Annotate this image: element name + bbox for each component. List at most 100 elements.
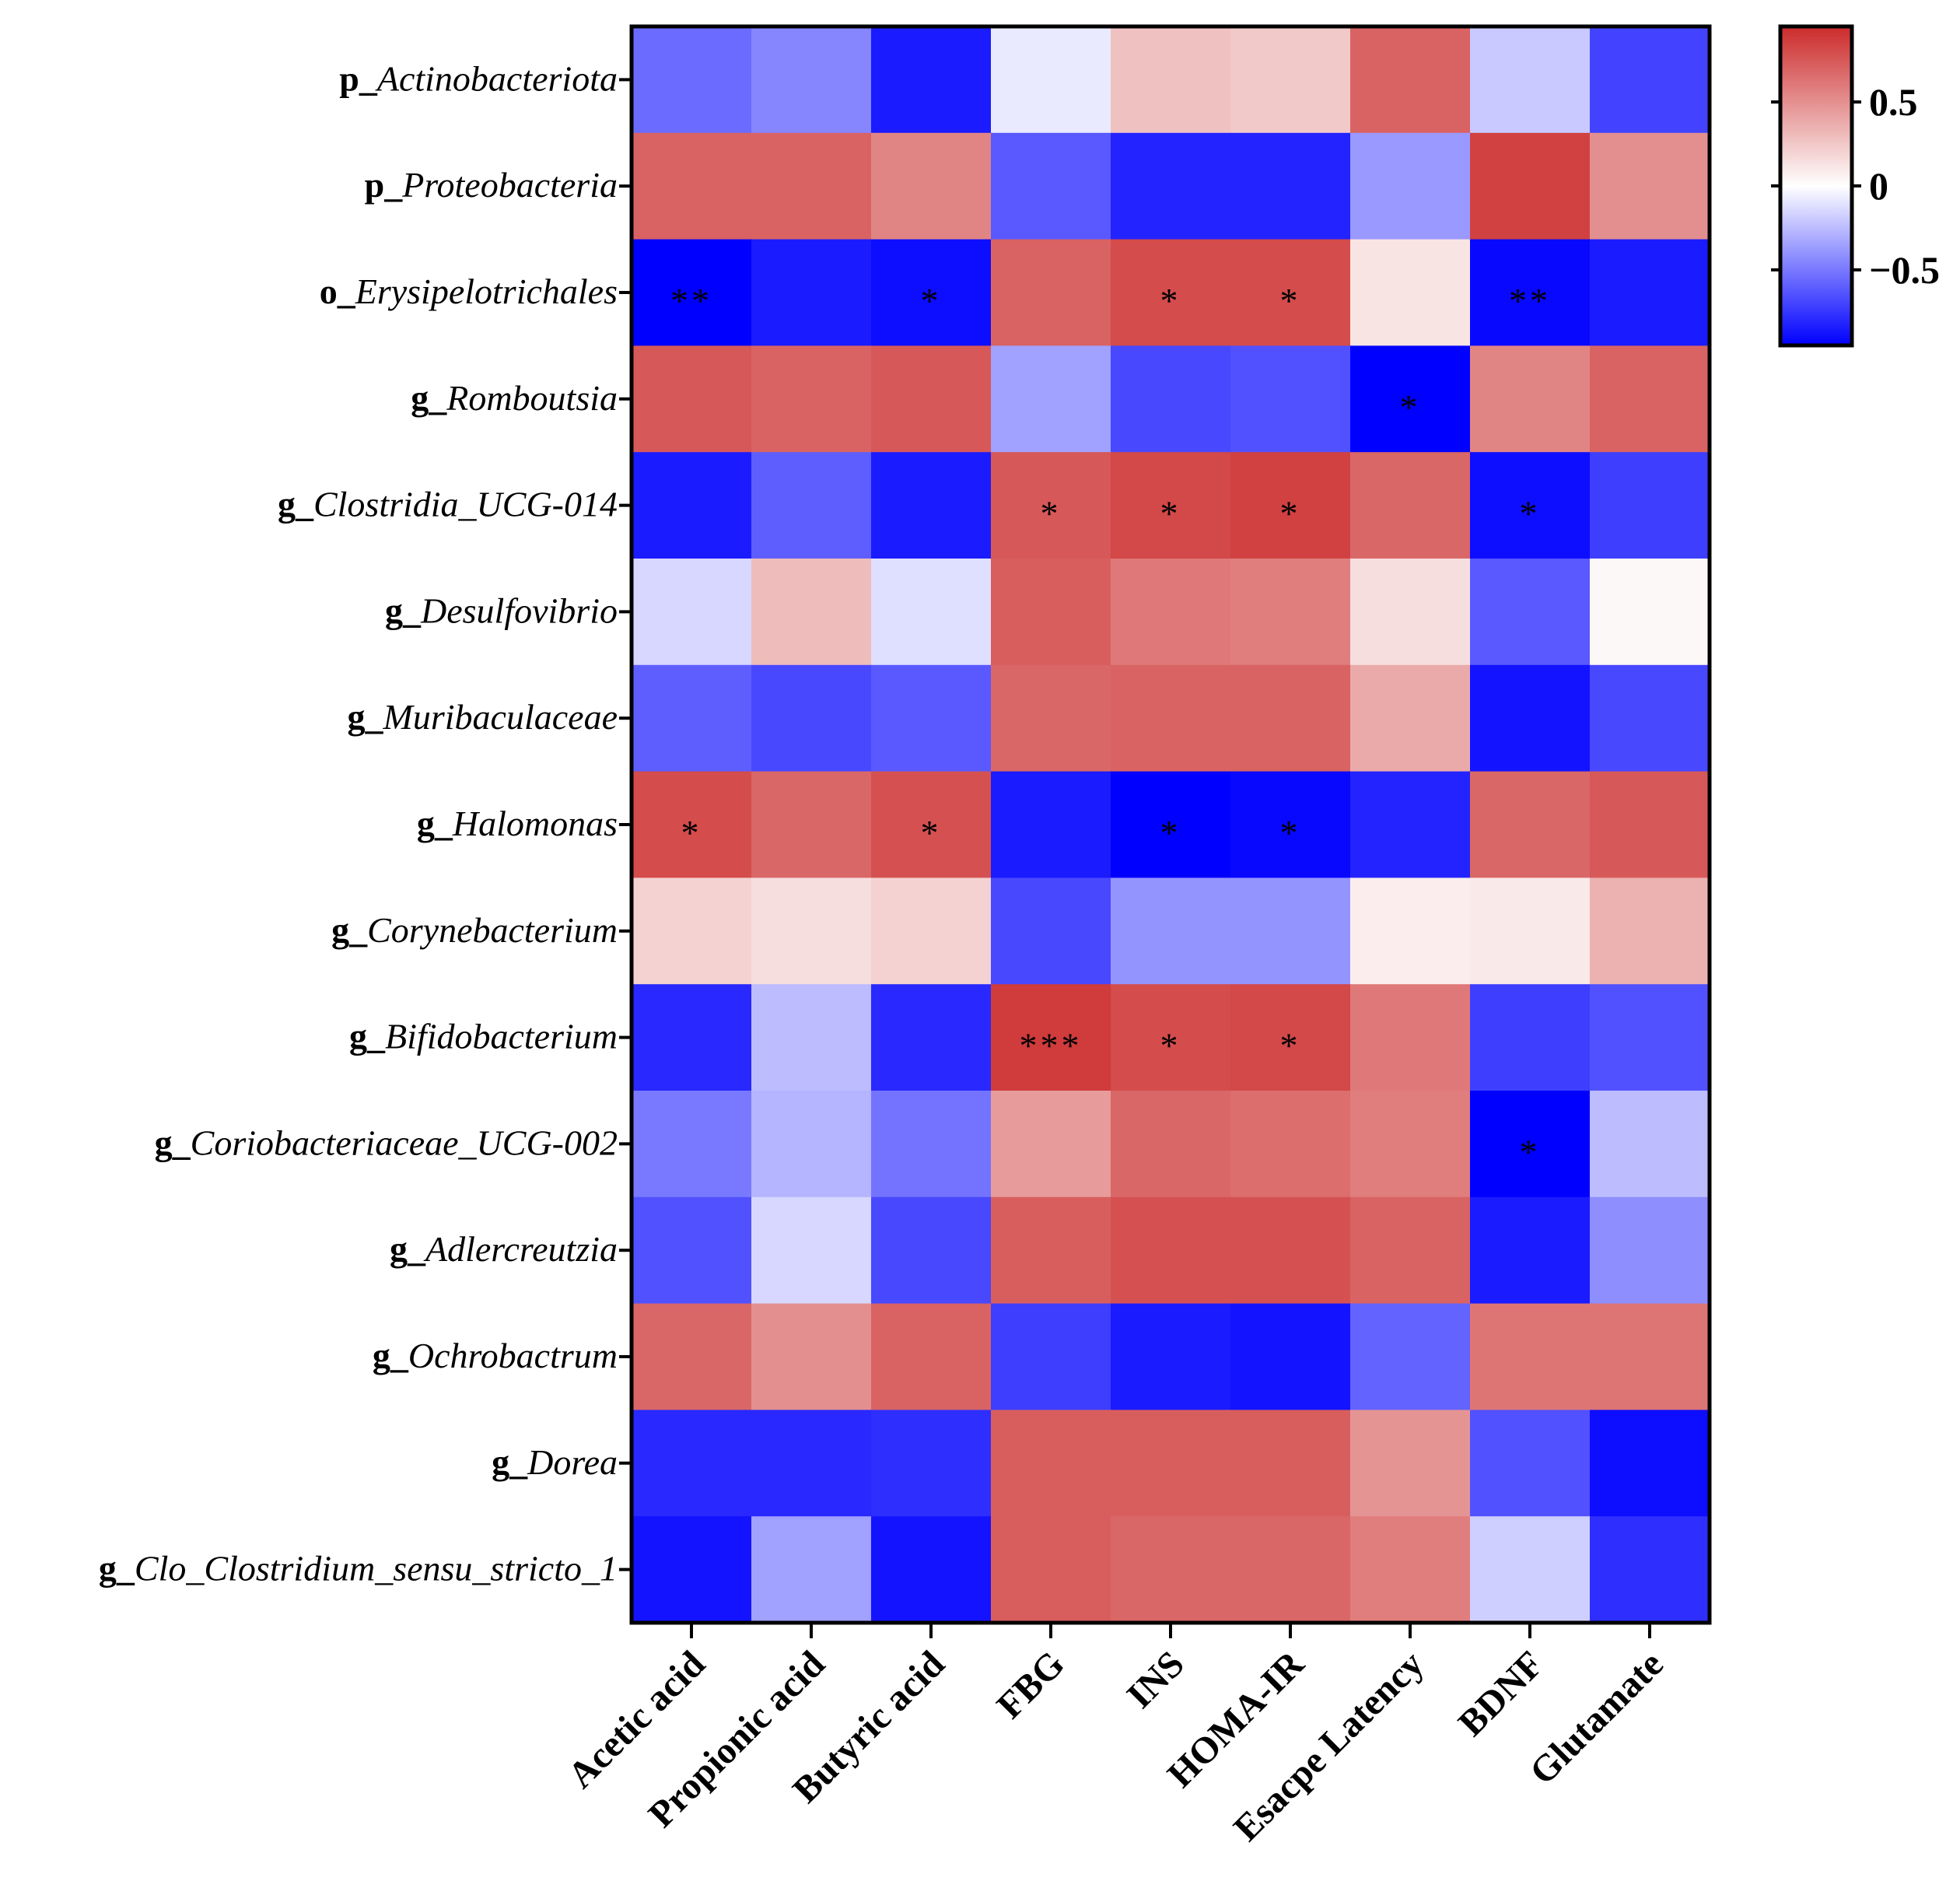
heatmap-cell-r4-c6 — [1350, 452, 1471, 559]
heatmap-cell-r8-c2 — [871, 877, 992, 985]
row-label-4: g_Clostridia_UCG-014 — [278, 485, 618, 524]
colorbar-tick-label-0: 0.5 — [1869, 80, 1918, 124]
heatmap-cell-r14-c4 — [1111, 1516, 1231, 1624]
column-label-4: INS — [1119, 1643, 1192, 1716]
heatmap-cell-r9-c5 — [1230, 984, 1351, 1091]
heatmap-cell-r5-c5 — [1230, 559, 1351, 666]
heatmap-cell-r0-c0 — [632, 26, 752, 134]
heatmap-cell-r11-c8 — [1590, 1196, 1710, 1305]
heatmap-cell-r3-c5 — [1230, 345, 1351, 453]
heatmap-cell-r12-c3 — [991, 1303, 1111, 1410]
heatmap-cell-r5-c1 — [751, 559, 872, 666]
heatmap-cell-r13-c6 — [1350, 1410, 1471, 1517]
heatmap-cell-r6-c5 — [1230, 664, 1351, 772]
heatmap-cell-r6-c3 — [991, 664, 1111, 772]
heatmap-cell-r6-c4 — [1111, 664, 1231, 772]
heatmap-cell-r4-c2 — [871, 452, 992, 559]
heatmap-cell-r10-c1 — [751, 1091, 872, 1198]
heatmap-cell-r12-c1 — [751, 1303, 872, 1410]
heatmap-cell-r10-c0 — [632, 1091, 752, 1198]
significance-mark-r4-c4: * — [1160, 494, 1181, 534]
heatmap-cell-r4-c7 — [1470, 452, 1591, 559]
heatmap-cell-r0-c6 — [1350, 26, 1471, 134]
heatmap-cell-r1-c4 — [1111, 132, 1231, 240]
significance-mark-r2-c0: ** — [670, 281, 712, 321]
row-labels: p_Actinobacteriota p_Proteobacteria o_Erys… — [99, 58, 618, 1588]
significance-mark-r10-c7: * — [1520, 1132, 1541, 1172]
heatmap-cell-r14-c2 — [871, 1516, 992, 1624]
heatmap-cell-r5-c8 — [1590, 559, 1710, 666]
heatmap-cell-r0-c8 — [1590, 26, 1710, 134]
heatmap-cell-r1-c5 — [1230, 132, 1351, 240]
significance-mark-r7-c5: * — [1280, 813, 1301, 853]
heatmap-cell-r13-c4 — [1111, 1410, 1231, 1517]
significance-mark-r9-c4: * — [1160, 1026, 1181, 1066]
heatmap-cell-r8-c4 — [1111, 877, 1231, 985]
heatmap-cell-r0-c1 — [751, 26, 872, 134]
heatmap-cell-r10-c6 — [1350, 1091, 1471, 1198]
heatmap-cell-r14-c1 — [751, 1516, 872, 1624]
heatmap-cell-r6-c2 — [871, 664, 992, 772]
heatmap-cell-r6-c0 — [632, 664, 752, 772]
heatmap-cell-r8-c3 — [991, 877, 1111, 985]
heatmap-cell-r7-c4 — [1111, 771, 1231, 878]
heatmap-cell-r5-c3 — [991, 559, 1111, 666]
row-label-5: g_Desulfovibrio — [385, 590, 618, 630]
heatmap-cell-r10-c2 — [871, 1091, 992, 1198]
row-label-1: p_Proteobacteria — [365, 165, 618, 205]
heatmap-cell-r6-c6 — [1350, 664, 1471, 772]
heatmap-cell-r5-c2 — [871, 559, 992, 666]
row-label-11: g_Adlercreutzia — [390, 1229, 618, 1269]
heatmap-cell-r3-c0 — [632, 345, 752, 453]
heatmap-cell-r10-c7 — [1470, 1091, 1591, 1198]
heatmap-cell-r8-c7 — [1470, 877, 1591, 985]
row-label-9: g_Bifidobacterium — [349, 1017, 618, 1056]
significance-mark-r2-c5: * — [1280, 281, 1301, 321]
heatmap-cell-r1-c6 — [1350, 132, 1471, 240]
heatmap-cell-r12-c8 — [1590, 1303, 1710, 1410]
significance-mark-r2-c7: ** — [1509, 281, 1551, 321]
heatmap-cell-r3-c2 — [871, 345, 992, 453]
heatmap-cell-r13-c3 — [991, 1410, 1111, 1517]
significance-marks: ** * * * **** * * ** * * **** * ** — [670, 281, 1551, 1172]
row-label-0: p_Actinobacteriota — [339, 58, 618, 98]
heatmap-cell-r7-c5 — [1230, 771, 1351, 878]
heatmap-cell-r10-c8 — [1590, 1091, 1710, 1198]
heatmap-cell-r7-c3 — [991, 771, 1111, 878]
heatmap-cell-r2-c1 — [751, 239, 872, 346]
row-label-10: g_Coriobacteriaceae_UCG-002 — [155, 1123, 618, 1162]
heatmap-cell-r3-c3 — [991, 345, 1111, 453]
heatmap-cell-r12-c7 — [1470, 1303, 1591, 1410]
row-label-13: g_Dorea — [492, 1442, 618, 1482]
colorbar: 0.5 0 −0.5 — [1771, 24, 1940, 348]
heatmap-cell-r0-c3 — [991, 26, 1111, 134]
colorbar-tick-label-2: −0.5 — [1869, 248, 1940, 292]
heatmap-cell-r10-c5 — [1230, 1091, 1351, 1198]
heatmap-cell-r4-c5 — [1230, 452, 1351, 559]
significance-mark-r7-c0: * — [681, 813, 702, 853]
heatmap-cell-r7-c2 — [871, 771, 992, 878]
heatmap-cell-r11-c3 — [991, 1196, 1111, 1305]
heatmap-cell-r14-c5 — [1230, 1516, 1351, 1624]
heatmap-cell-r11-c4 — [1111, 1196, 1231, 1305]
heatmap-cell-r0-c4 — [1111, 26, 1231, 134]
heatmap-cells — [632, 26, 1710, 1624]
heatmap-cell-r12-c2 — [871, 1303, 992, 1410]
heatmap-cell-r13-c5 — [1230, 1410, 1351, 1517]
heatmap-cell-r13-c1 — [751, 1410, 872, 1517]
row-label-6: g_Muribaculaceae — [348, 697, 618, 737]
column-label-7: BDNF — [1451, 1643, 1552, 1744]
heatmap-cell-r8-c8 — [1590, 877, 1710, 985]
heatmap-cell-r11-c7 — [1470, 1196, 1591, 1305]
heatmap-cell-r4-c8 — [1590, 452, 1710, 559]
heatmap-cell-r5-c6 — [1350, 559, 1471, 666]
heatmap-cell-r3-c1 — [751, 345, 872, 453]
significance-mark-r2-c2: * — [921, 281, 942, 321]
heatmap-cell-r9-c4 — [1111, 984, 1231, 1091]
heatmap-cell-r9-c3 — [991, 984, 1111, 1091]
heatmap-cell-r0-c7 — [1470, 26, 1591, 134]
heatmap-cell-r2-c0 — [632, 239, 752, 346]
heatmap-cell-r13-c7 — [1470, 1410, 1591, 1517]
row-ticks — [619, 78, 632, 1571]
